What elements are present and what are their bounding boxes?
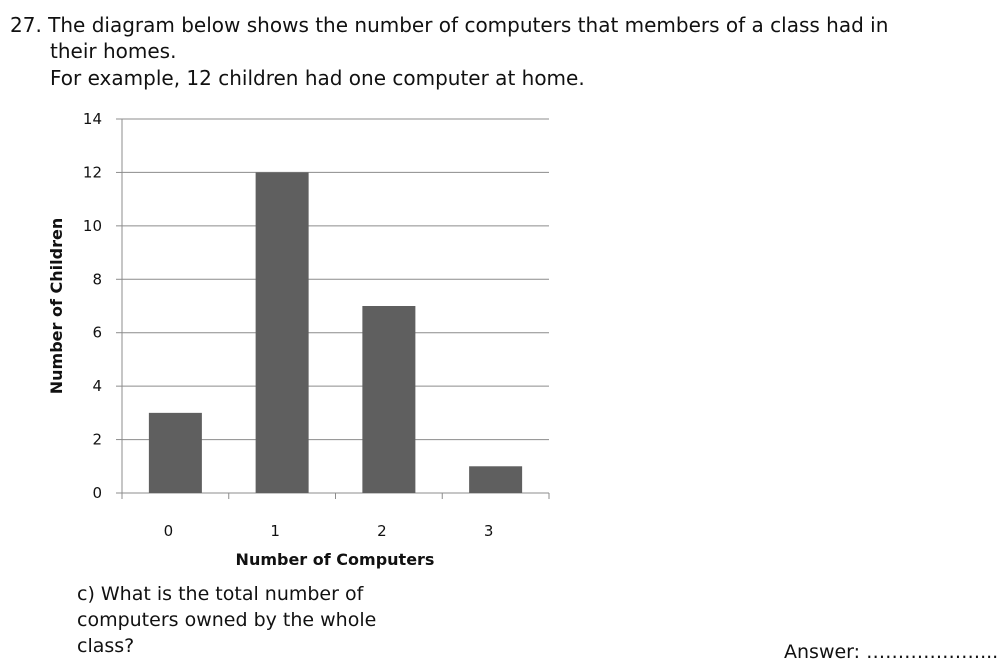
y-tick-label: 2 [92, 431, 102, 449]
x-tick-label: 3 [484, 522, 494, 540]
y-tick-label: 6 [92, 324, 102, 342]
subquestion-text-line-3: class? [77, 635, 135, 657]
question-text-line-3: For example, 12 children had one compute… [50, 66, 585, 90]
y-axis-tick-labels: 0 2 4 6 8 10 12 14 [83, 110, 102, 502]
subquestion-text-line-1: c) What is the total number of [77, 583, 364, 605]
chart-gridlines [122, 118, 549, 441]
chart-bars [148, 172, 523, 493]
y-axis-title: Number of Children [47, 218, 66, 394]
y-tick-label: 8 [92, 270, 102, 288]
x-axis-tick-labels: 0 1 2 3 [164, 522, 494, 540]
y-tick-label: 10 [83, 217, 102, 235]
bar-1 [255, 172, 309, 493]
y-tick-label: 0 [92, 484, 102, 502]
question-text-line-1: 27. The diagram below shows the number o… [10, 13, 889, 37]
question-text-line-2: their homes. [50, 39, 177, 63]
x-tick-label: 1 [270, 522, 280, 540]
subquestion-text-line-2: computers owned by the whole [77, 609, 377, 631]
x-tick-label: 0 [164, 522, 174, 540]
bar-3 [469, 466, 523, 493]
y-tick-label: 12 [83, 163, 102, 181]
bar-2 [362, 306, 416, 493]
answer-line: Answer: ………………... [784, 641, 999, 663]
x-tick-label: 2 [377, 522, 387, 540]
bar-0 [148, 412, 202, 493]
y-tick-label: 4 [92, 377, 102, 395]
y-tick-label: 14 [83, 110, 102, 128]
x-axis-title: Number of Computers [236, 550, 435, 569]
